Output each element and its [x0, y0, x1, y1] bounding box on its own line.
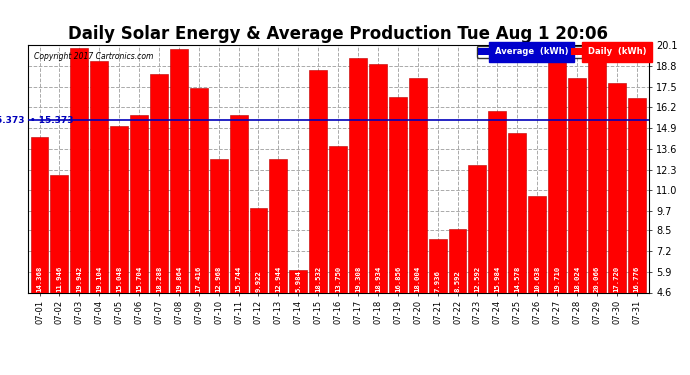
Bar — [628, 98, 646, 292]
Bar — [210, 159, 228, 292]
Text: Copyright 2017 Cartronics.com: Copyright 2017 Cartronics.com — [34, 53, 153, 62]
Bar — [289, 270, 307, 292]
Text: 19.864: 19.864 — [176, 266, 182, 292]
Bar — [608, 83, 626, 292]
Bar — [250, 207, 268, 292]
Legend: Average  (kWh), Daily  (kWh): Average (kWh), Daily (kWh) — [477, 46, 648, 58]
Bar — [269, 159, 287, 292]
Text: 12.592: 12.592 — [475, 266, 480, 292]
Bar — [528, 196, 546, 292]
Bar — [568, 78, 586, 292]
Text: 19.104: 19.104 — [96, 266, 102, 292]
Text: 14.578: 14.578 — [514, 266, 520, 292]
Text: 16.776: 16.776 — [633, 266, 640, 292]
Bar — [130, 115, 148, 292]
Text: 18.288: 18.288 — [156, 266, 162, 292]
Bar — [110, 126, 128, 292]
Text: 18.934: 18.934 — [375, 266, 381, 292]
Bar — [489, 111, 506, 292]
Bar — [588, 45, 606, 292]
Text: 13.750: 13.750 — [335, 266, 341, 292]
Text: 15.984: 15.984 — [494, 266, 500, 292]
Text: 15.744: 15.744 — [235, 266, 242, 292]
Text: 19.942: 19.942 — [77, 266, 82, 292]
Text: 17.416: 17.416 — [196, 266, 201, 292]
Bar — [30, 136, 48, 292]
Bar — [369, 64, 387, 292]
Bar — [50, 175, 68, 292]
Bar — [469, 165, 486, 292]
Bar — [448, 229, 466, 292]
Bar — [230, 114, 248, 292]
Bar — [349, 58, 367, 292]
Bar — [90, 61, 108, 292]
Text: 12.944: 12.944 — [275, 266, 282, 292]
Text: 16.856: 16.856 — [395, 266, 401, 292]
Text: • 15.373: • 15.373 — [0, 116, 25, 125]
Bar — [389, 97, 407, 292]
Text: 18.004: 18.004 — [415, 266, 421, 292]
Text: 20.066: 20.066 — [594, 266, 600, 292]
Text: 12.968: 12.968 — [216, 266, 221, 292]
Text: 19.308: 19.308 — [355, 266, 361, 292]
Text: 9.922: 9.922 — [255, 270, 262, 292]
Bar — [509, 133, 526, 292]
Bar — [408, 78, 426, 292]
Text: • 15.373: • 15.373 — [30, 116, 74, 125]
Text: 15.048: 15.048 — [116, 266, 122, 292]
Text: 15.704: 15.704 — [136, 266, 142, 292]
Text: 7.936: 7.936 — [435, 270, 441, 292]
Bar — [548, 51, 566, 292]
Bar — [309, 70, 327, 292]
Text: 10.638: 10.638 — [534, 266, 540, 292]
Bar — [170, 49, 188, 292]
Text: 18.532: 18.532 — [315, 266, 322, 292]
Text: 17.720: 17.720 — [613, 266, 620, 292]
Bar — [150, 74, 168, 292]
Bar — [190, 88, 208, 292]
Title: Daily Solar Energy & Average Production Tue Aug 1 20:06: Daily Solar Energy & Average Production … — [68, 26, 608, 44]
Bar — [70, 48, 88, 292]
Text: 19.710: 19.710 — [554, 266, 560, 292]
Text: 5.984: 5.984 — [295, 270, 302, 292]
Text: 8.592: 8.592 — [455, 270, 460, 292]
Bar — [428, 239, 446, 292]
Text: 11.946: 11.946 — [57, 266, 63, 292]
Bar — [329, 146, 347, 292]
Text: 18.024: 18.024 — [574, 266, 580, 292]
Text: 14.368: 14.368 — [37, 266, 43, 292]
